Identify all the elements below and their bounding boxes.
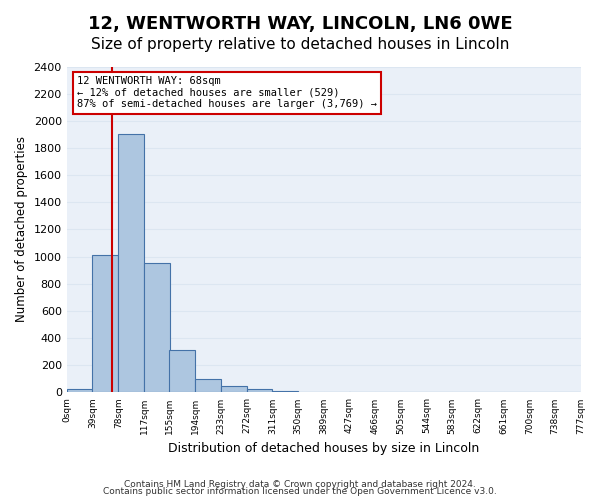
Bar — [92, 256, 118, 392]
Bar — [169, 350, 195, 393]
Text: 12, WENTWORTH WAY, LINCOLN, LN6 0WE: 12, WENTWORTH WAY, LINCOLN, LN6 0WE — [88, 15, 512, 33]
Bar — [221, 386, 247, 392]
Text: 12 WENTWORTH WAY: 68sqm
← 12% of detached houses are smaller (529)
87% of semi-d: 12 WENTWORTH WAY: 68sqm ← 12% of detache… — [77, 76, 377, 110]
Bar — [195, 379, 221, 392]
Text: Contains HM Land Registry data © Crown copyright and database right 2024.: Contains HM Land Registry data © Crown c… — [124, 480, 476, 489]
Bar — [247, 389, 272, 392]
Bar — [118, 134, 144, 392]
Bar — [144, 264, 170, 392]
Bar — [272, 391, 298, 392]
X-axis label: Distribution of detached houses by size in Lincoln: Distribution of detached houses by size … — [168, 442, 479, 455]
Y-axis label: Number of detached properties: Number of detached properties — [15, 136, 28, 322]
Bar — [67, 389, 92, 392]
Text: Size of property relative to detached houses in Lincoln: Size of property relative to detached ho… — [91, 38, 509, 52]
Text: Contains public sector information licensed under the Open Government Licence v3: Contains public sector information licen… — [103, 487, 497, 496]
